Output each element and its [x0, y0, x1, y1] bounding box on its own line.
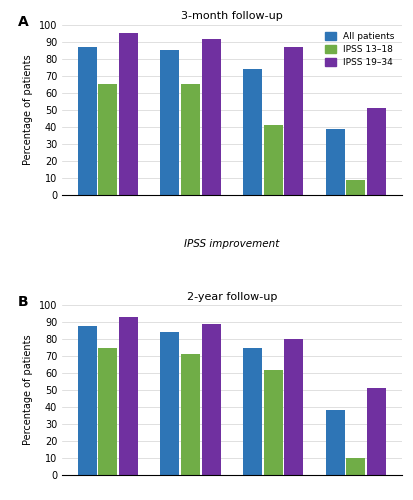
Title: 3-month follow-up: 3-month follow-up	[180, 12, 282, 22]
Bar	[366, 388, 385, 475]
Bar	[201, 324, 220, 475]
X-axis label: IPSS improvement: IPSS improvement	[184, 238, 279, 248]
Bar	[242, 69, 261, 195]
Text: A: A	[18, 15, 28, 29]
Bar	[346, 458, 365, 475]
Bar	[180, 84, 199, 195]
Bar	[77, 326, 96, 475]
Bar	[263, 125, 282, 195]
Bar	[366, 108, 385, 195]
Bar	[325, 128, 344, 195]
Bar	[263, 370, 282, 475]
Y-axis label: Percentage of patients: Percentage of patients	[23, 54, 33, 165]
Bar	[346, 180, 365, 195]
Bar	[160, 50, 179, 195]
Legend: All patients, IPSS 13–18, IPSS 19–34: All patients, IPSS 13–18, IPSS 19–34	[321, 30, 396, 70]
Y-axis label: Percentage of patients: Percentage of patients	[23, 335, 33, 446]
Bar	[98, 348, 117, 475]
Bar	[77, 47, 96, 195]
Bar	[119, 34, 138, 195]
Bar	[284, 47, 303, 195]
Title: 2-year follow-up: 2-year follow-up	[186, 292, 276, 302]
Bar	[180, 354, 199, 475]
Bar	[284, 339, 303, 475]
Text: B: B	[18, 295, 28, 309]
Bar	[242, 348, 261, 475]
Bar	[201, 38, 220, 195]
Bar	[325, 410, 344, 475]
Bar	[98, 84, 117, 195]
Bar	[119, 317, 138, 475]
Bar	[160, 332, 179, 475]
